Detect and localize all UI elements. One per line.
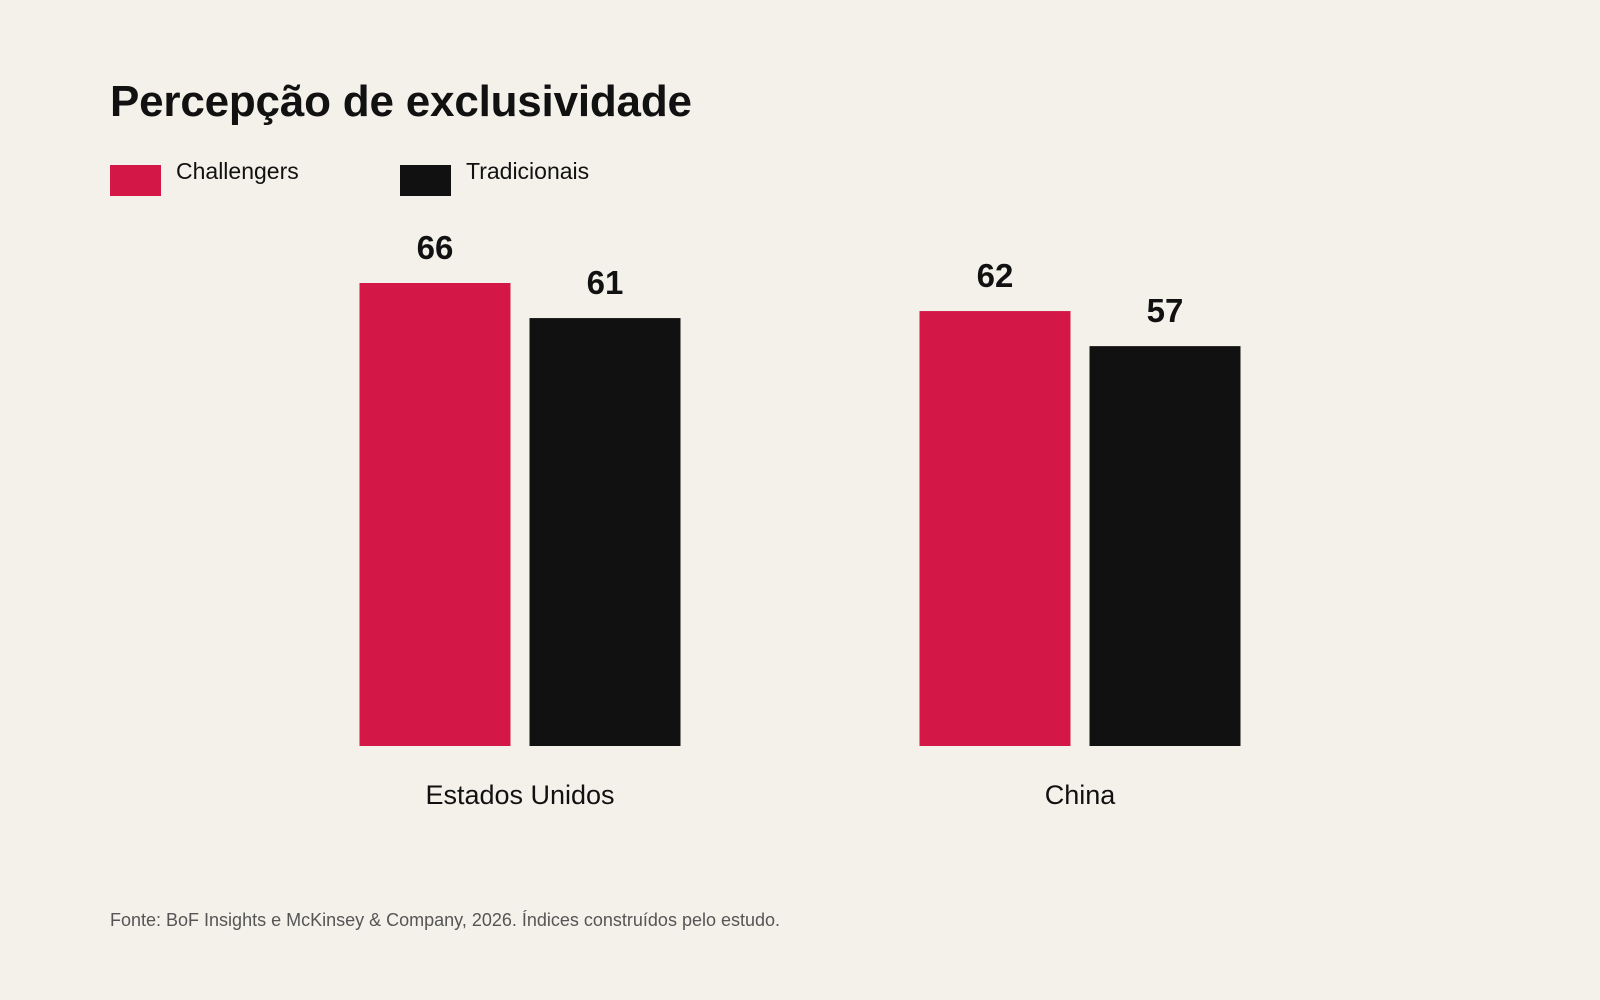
value-label-challengers-china: 62: [977, 257, 1014, 294]
legend-item-challengers: Challengers: [110, 158, 400, 196]
category-label-estados-unidos: Estados Unidos: [425, 780, 614, 810]
value-label-challengers-estados-unidos: 66: [417, 229, 454, 266]
category-label-china: China: [1045, 780, 1117, 810]
legend-item-tradicionais: Tradicionais: [400, 158, 690, 196]
bar-tradicionais-estados-unidos: [529, 318, 681, 746]
chart-title: Percepção de exclusividade: [110, 77, 692, 126]
value-label-tradicionais-china: 57: [1147, 292, 1184, 329]
bar-chart: 66 61 Estados Unidos 62 57 China: [359, 229, 1241, 810]
legend-swatch-tradicionais: [400, 165, 451, 196]
bar-tradicionais-china: [1089, 346, 1241, 746]
legend-swatch-challengers: [110, 165, 161, 196]
legend-label-challengers: Challengers: [176, 158, 299, 184]
chart-legend: Challengers Tradicionais: [110, 158, 690, 196]
source-note: Fonte: BoF Insights e McKinsey & Company…: [110, 910, 781, 930]
legend-label-tradicionais: Tradicionais: [466, 158, 590, 184]
value-label-tradicionais-estados-unidos: 61: [587, 264, 624, 301]
bar-challengers-estados-unidos: [359, 283, 511, 746]
bar-challengers-china: [919, 311, 1071, 746]
